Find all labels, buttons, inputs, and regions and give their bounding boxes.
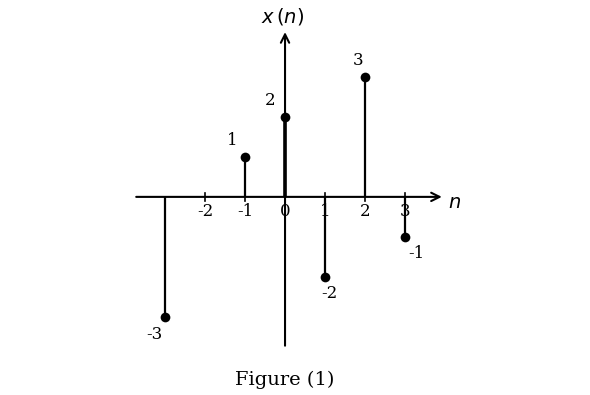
Text: $x\,(n)$: $x\,(n)$: [261, 6, 304, 27]
Text: 1: 1: [320, 203, 330, 220]
Text: Figure (1): Figure (1): [235, 371, 335, 389]
Text: -3: -3: [146, 326, 162, 343]
Text: $n$: $n$: [448, 194, 461, 212]
Text: 3: 3: [399, 203, 410, 220]
Text: 2: 2: [359, 203, 370, 220]
Text: -2: -2: [197, 203, 214, 220]
Text: 3: 3: [352, 52, 363, 69]
Text: 2: 2: [264, 92, 275, 109]
Text: 1: 1: [227, 132, 238, 149]
Text: -2: -2: [322, 285, 338, 302]
Text: 0: 0: [280, 203, 290, 220]
Text: -1: -1: [237, 203, 253, 220]
Text: -1: -1: [408, 245, 424, 262]
